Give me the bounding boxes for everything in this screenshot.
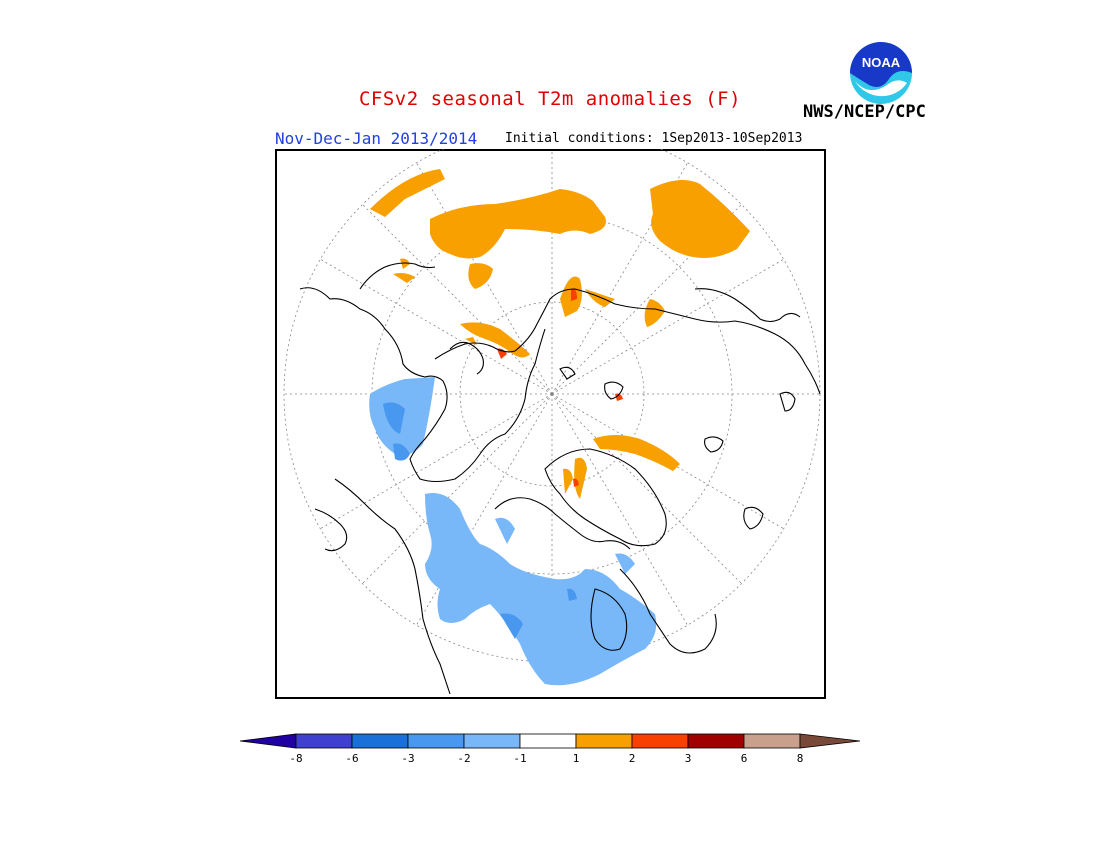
colorbar-tick-label: -2	[457, 752, 470, 765]
cold-patch-europe-b	[393, 443, 410, 461]
cold-patch-america-b	[567, 588, 577, 601]
colorbar-tick-label: 6	[741, 752, 748, 765]
coastline-eurasia	[299, 287, 546, 483]
colorbar-tick-label: -6	[345, 752, 358, 765]
coastline-scandinavia	[449, 341, 484, 375]
coastline-eurasia-north	[434, 288, 821, 395]
coastline-hudson-bay	[590, 588, 628, 651]
cool-patch-hudson	[615, 553, 635, 574]
cool-patch-north-america	[425, 493, 657, 686]
initial-conditions-label: Initial conditions: 1Sep2013-10Sep2013	[505, 131, 803, 146]
coastline-japan	[779, 391, 796, 412]
cold-anomaly-patches	[383, 402, 577, 639]
chart-title: CFSv2 seasonal T2m anomalies (F)	[358, 88, 742, 110]
coastline-africa-top	[359, 262, 436, 290]
warm-patch-russia-west	[460, 322, 530, 358]
colorbar-box	[687, 733, 745, 749]
cold-patch-america-a	[500, 613, 523, 639]
colorbar-box	[351, 733, 409, 749]
noaa-logo-text: NOAA	[862, 55, 901, 70]
organization-label: NWS/NCEP/CPC	[803, 102, 926, 122]
colorbar-tick-label: 3	[685, 752, 692, 765]
cold-patch-europe-a	[383, 402, 405, 434]
coastline-greenland	[544, 448, 667, 547]
colorbar-box	[743, 733, 801, 749]
colorbar-box	[463, 733, 521, 749]
polar-map	[275, 125, 826, 699]
colorbar-box	[519, 733, 577, 749]
hot-patch-2	[571, 288, 577, 301]
warm-patch-india	[468, 263, 493, 289]
cool-patch-greenland-edge	[495, 517, 515, 544]
colorbar-tick-label: 2	[629, 752, 636, 765]
warm-patch-siberia-a	[560, 276, 582, 317]
coastline-alaska	[314, 508, 348, 552]
colorbar-tick-label: -1	[513, 752, 526, 765]
warm-patch-arabia-small	[400, 258, 410, 269]
coastline-novaya-zemlya	[559, 366, 576, 380]
warm-patch-siberia-b	[585, 289, 615, 307]
coastlines	[299, 262, 821, 695]
warm-patch-canada-south	[563, 468, 573, 494]
coastline-asia-east	[694, 288, 801, 323]
coastline-iceland	[704, 436, 724, 453]
colorbar-arrow-left	[239, 733, 297, 749]
hot-patch-3	[615, 393, 623, 401]
warm-patch-middle-east	[430, 189, 606, 259]
warm-patch-canada-west	[574, 457, 587, 499]
colorbar-tick-label: 1	[573, 752, 580, 765]
warm-patch-kamchatka	[644, 299, 665, 327]
colorbar: -8 -6 -3 -2 -1 1 2 3 6 8	[239, 732, 862, 772]
colorbar-box	[407, 733, 465, 749]
coastline-north-america	[334, 478, 451, 695]
coastline-uk	[743, 506, 764, 530]
warm-patch-beringia	[393, 273, 415, 283]
warm-patch-east-asia	[650, 180, 750, 258]
coastline-svalbard	[604, 381, 624, 400]
coastline-north-america-east	[619, 568, 717, 654]
coastline-canada-arctic	[494, 497, 631, 550]
warm-patch-canada-north	[593, 435, 680, 471]
warm-patch-north-africa	[370, 169, 445, 217]
noaa-logo: NOAA	[849, 41, 913, 105]
season-label: Nov-Dec-Jan 2013/2014	[275, 129, 478, 148]
colorbar-box	[295, 733, 353, 749]
colorbar-box	[575, 733, 633, 749]
colorbar-tick-label: -8	[289, 752, 302, 765]
colorbar-tick-label: -3	[401, 752, 414, 765]
hot-patch-4	[573, 478, 579, 487]
colorbar-arrow-right	[799, 733, 861, 749]
colorbar-box	[631, 733, 689, 749]
colorbar-tick-label: 8	[797, 752, 804, 765]
warm-anomaly-patches	[370, 169, 750, 499]
